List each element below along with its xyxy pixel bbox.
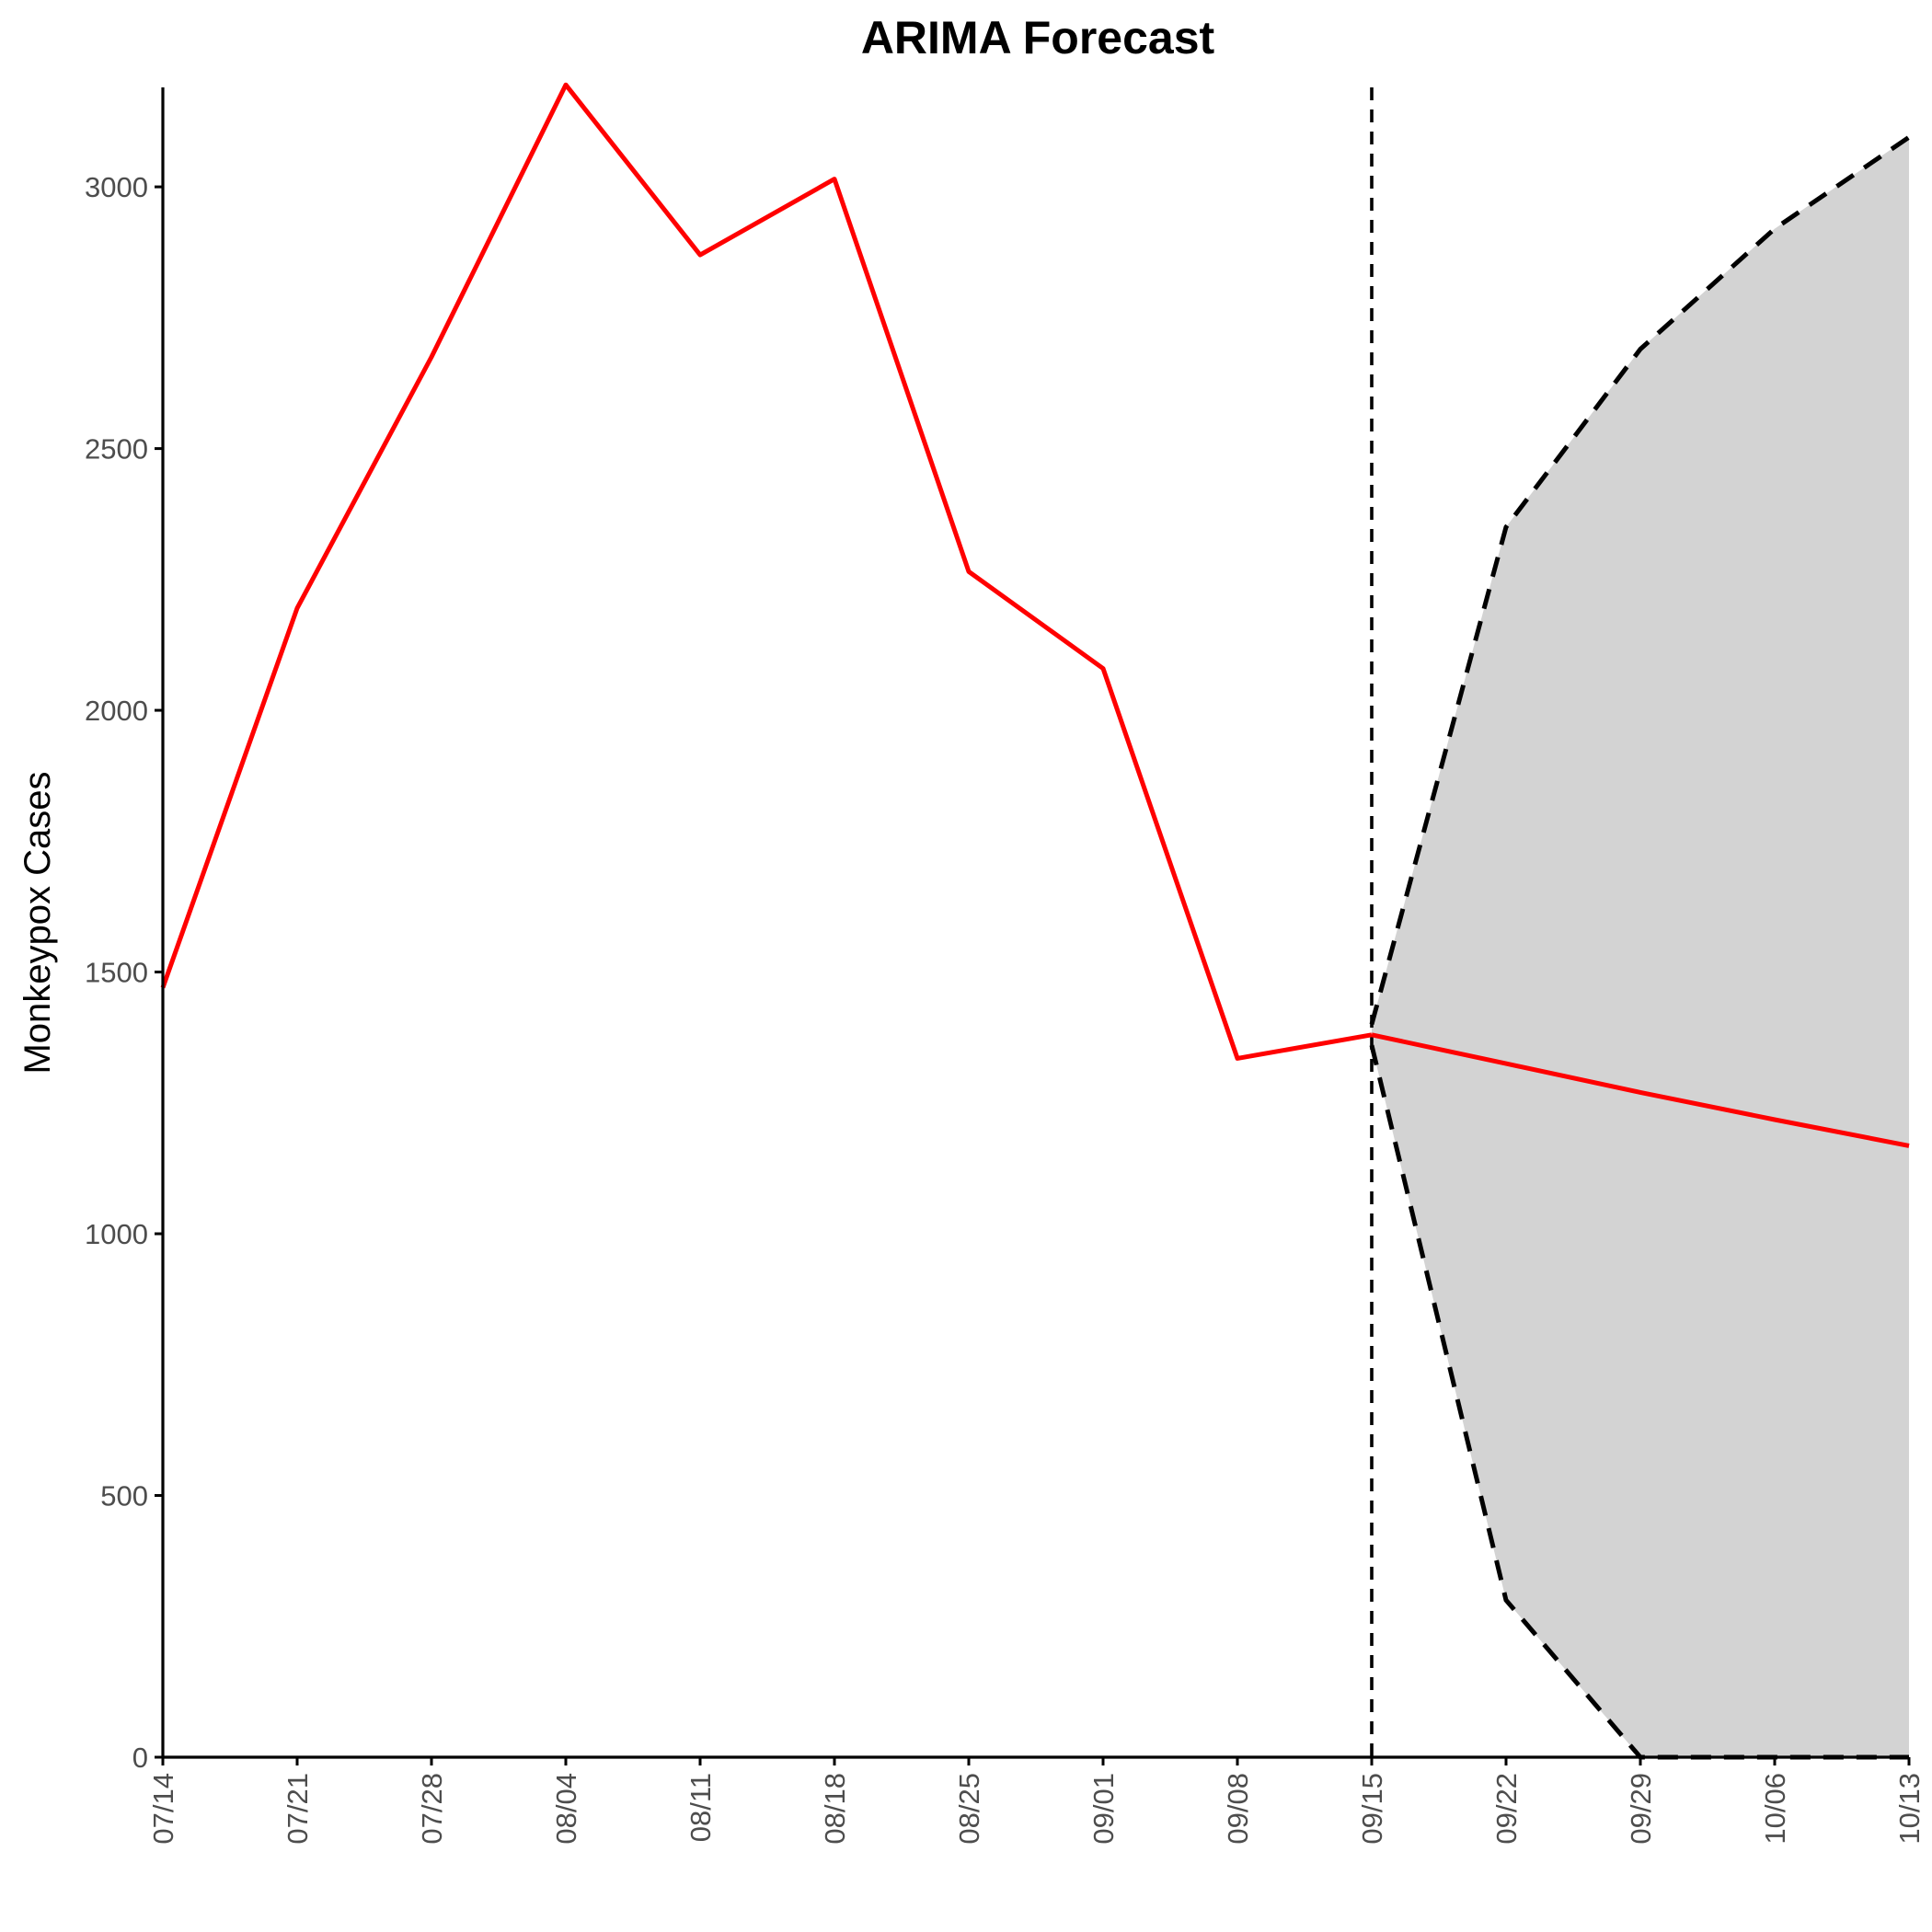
x-tick-label: 08/18: [819, 1773, 851, 1845]
y-tick-label: 500: [100, 1480, 148, 1512]
x-tick-label: 09/15: [1356, 1773, 1388, 1845]
x-tick-label: 09/01: [1087, 1773, 1120, 1845]
forecast-cases-line: [1371, 1032, 1910, 1148]
confidence-band: [1372, 137, 1909, 1758]
observed-cases-line: [160, 82, 1373, 1061]
x-tick-label: 08/11: [684, 1773, 717, 1842]
plot-area: [160, 82, 1911, 1760]
x-tick-label: 09/29: [1625, 1773, 1657, 1845]
x-tick-label: 10/13: [1893, 1773, 1926, 1845]
y-axis-label: Monkeypox Cases: [17, 771, 58, 1074]
upper-bound-line: [1369, 135, 1911, 1026]
y-tick-label: 1500: [85, 957, 148, 989]
x-tick-label: 07/28: [416, 1773, 448, 1845]
axes: 0 500 1000 1500 2000 2500 3000 07/14 07/21 07/28 0…: [85, 87, 1926, 1845]
x-tick-label: 07/14: [147, 1773, 179, 1845]
x-tick-label: 09/08: [1222, 1773, 1254, 1845]
chart-title: ARIMA Forecast: [861, 12, 1215, 63]
x-tick-label: 08/04: [550, 1773, 582, 1845]
y-tick-label: 3000: [85, 171, 148, 203]
y-tick-label: 0: [132, 1742, 148, 1774]
y-tick-label: 1000: [85, 1218, 148, 1250]
x-tick-label: 07/21: [282, 1773, 314, 1845]
x-tick-label: 10/06: [1759, 1773, 1791, 1845]
x-tick-label: 08/25: [953, 1773, 985, 1845]
x-tick-label: 09/22: [1490, 1773, 1523, 1845]
y-tick-label: 2500: [85, 433, 148, 466]
y-tick-label: 2000: [85, 695, 148, 727]
